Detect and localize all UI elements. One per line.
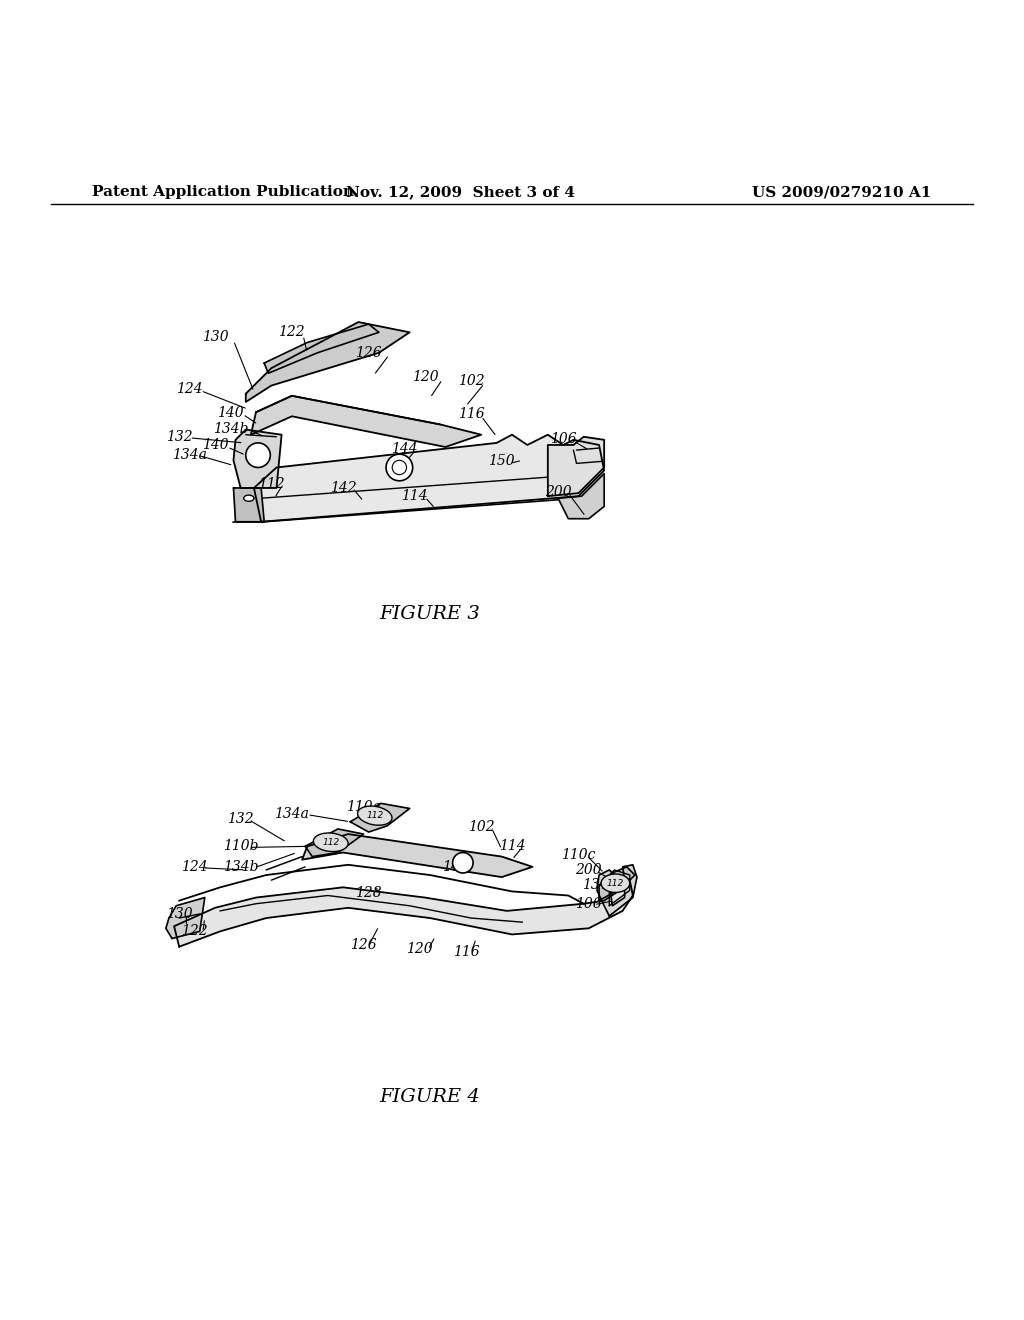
Text: 130: 130 bbox=[202, 330, 228, 345]
Text: 132: 132 bbox=[166, 430, 193, 444]
Ellipse shape bbox=[357, 807, 392, 825]
Polygon shape bbox=[166, 898, 205, 939]
Text: 134b: 134b bbox=[213, 421, 248, 436]
Polygon shape bbox=[233, 429, 282, 488]
Polygon shape bbox=[174, 876, 633, 946]
Text: FIGURE 4: FIGURE 4 bbox=[380, 1088, 480, 1106]
Text: 134b: 134b bbox=[223, 859, 258, 874]
Text: 124: 124 bbox=[176, 381, 203, 396]
Text: 110a: 110a bbox=[346, 800, 381, 814]
Text: 106: 106 bbox=[575, 896, 602, 911]
Polygon shape bbox=[254, 434, 604, 521]
Text: FIGURE 3: FIGURE 3 bbox=[380, 605, 480, 623]
Ellipse shape bbox=[244, 495, 254, 502]
Text: 140: 140 bbox=[217, 407, 244, 420]
Text: 112: 112 bbox=[258, 477, 285, 491]
Text: 110b: 110b bbox=[223, 840, 258, 853]
Text: 112: 112 bbox=[323, 838, 339, 846]
Polygon shape bbox=[305, 829, 364, 857]
Polygon shape bbox=[599, 867, 635, 900]
Text: 132: 132 bbox=[227, 812, 254, 826]
Ellipse shape bbox=[313, 833, 348, 851]
Text: Patent Application Publication: Patent Application Publication bbox=[92, 185, 354, 199]
Polygon shape bbox=[302, 834, 532, 876]
Text: 200: 200 bbox=[545, 484, 571, 499]
Text: 134a: 134a bbox=[274, 807, 309, 821]
Text: 142: 142 bbox=[330, 480, 356, 495]
Polygon shape bbox=[548, 437, 604, 496]
Circle shape bbox=[246, 444, 270, 467]
Text: 114: 114 bbox=[499, 840, 525, 853]
Text: 150: 150 bbox=[488, 454, 515, 469]
Circle shape bbox=[453, 853, 473, 873]
Text: 200: 200 bbox=[575, 863, 602, 876]
Polygon shape bbox=[350, 804, 410, 832]
Circle shape bbox=[386, 454, 413, 480]
Text: 110c: 110c bbox=[561, 847, 596, 862]
Text: Nov. 12, 2009  Sheet 3 of 4: Nov. 12, 2009 Sheet 3 of 4 bbox=[346, 185, 575, 199]
Text: US 2009/0279210 A1: US 2009/0279210 A1 bbox=[753, 185, 932, 199]
Text: 134c: 134c bbox=[582, 878, 616, 892]
Polygon shape bbox=[246, 322, 410, 403]
Text: 144: 144 bbox=[442, 859, 469, 874]
Text: 112: 112 bbox=[607, 879, 624, 888]
Text: 112: 112 bbox=[367, 812, 383, 820]
Text: 126: 126 bbox=[355, 346, 382, 360]
Text: 102: 102 bbox=[458, 375, 484, 388]
Text: 116: 116 bbox=[453, 945, 479, 958]
Polygon shape bbox=[233, 488, 264, 521]
Text: 144: 144 bbox=[391, 442, 418, 455]
Polygon shape bbox=[597, 865, 637, 916]
Polygon shape bbox=[558, 474, 604, 519]
Polygon shape bbox=[251, 396, 481, 447]
Text: 120: 120 bbox=[412, 371, 438, 384]
Ellipse shape bbox=[601, 874, 630, 892]
Text: 124: 124 bbox=[181, 859, 208, 874]
Text: 120: 120 bbox=[407, 941, 433, 956]
Polygon shape bbox=[264, 325, 379, 374]
Text: 126: 126 bbox=[350, 937, 377, 952]
Text: 140: 140 bbox=[202, 438, 228, 451]
Text: 134a: 134a bbox=[172, 449, 207, 462]
Text: 102: 102 bbox=[468, 820, 495, 834]
Text: 116: 116 bbox=[458, 408, 484, 421]
Text: 122: 122 bbox=[181, 924, 208, 939]
Text: 106: 106 bbox=[550, 432, 577, 446]
Text: 130: 130 bbox=[166, 907, 193, 921]
Text: 128: 128 bbox=[355, 887, 382, 900]
Text: 122: 122 bbox=[279, 325, 305, 339]
Text: 114: 114 bbox=[401, 490, 428, 503]
